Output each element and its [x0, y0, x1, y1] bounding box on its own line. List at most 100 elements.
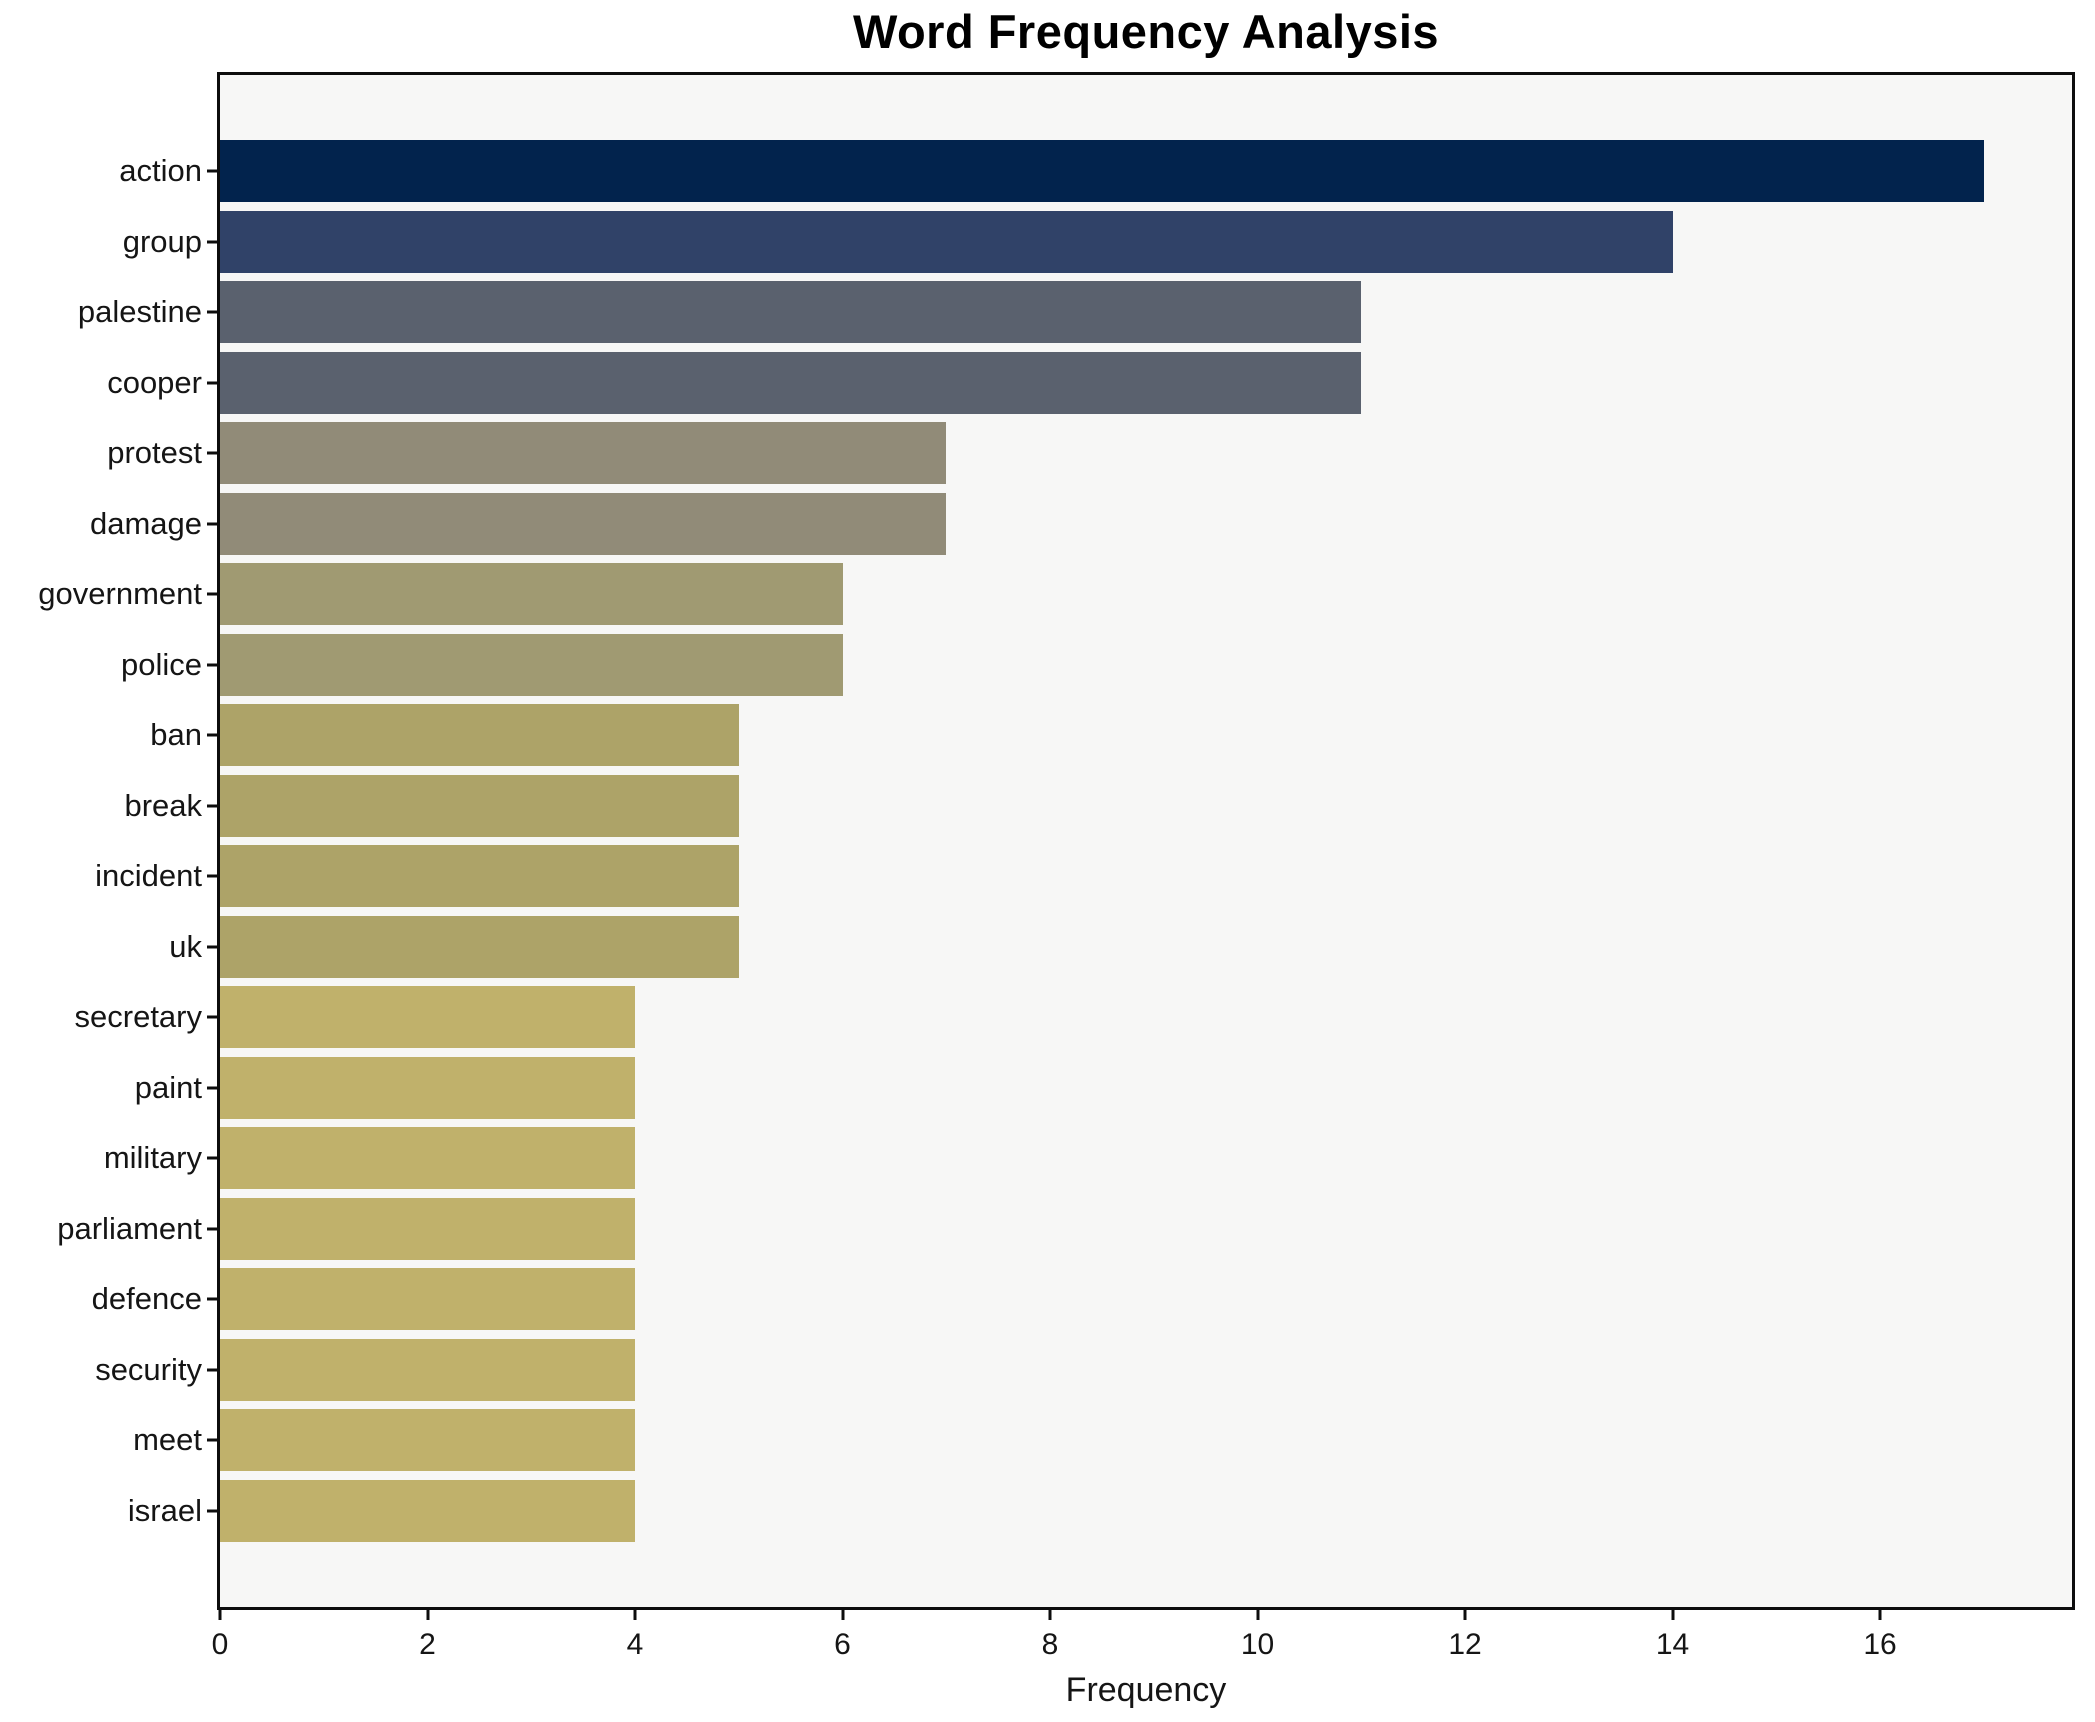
y-tick-label: government — [38, 576, 202, 612]
bar — [220, 986, 635, 1049]
x-tick-mark — [1048, 1610, 1052, 1620]
bar-row: military — [104, 1127, 2072, 1190]
y-tick-mark — [207, 1297, 217, 1301]
y-tick-mark — [207, 1015, 217, 1019]
bar-row: security — [95, 1338, 2072, 1401]
y-tick-label: paint — [134, 1069, 202, 1105]
bar-row: paint — [135, 1056, 2072, 1119]
bar-row: defence — [92, 1268, 2072, 1331]
chart-title: Word Frequency Analysis — [852, 5, 1440, 58]
x-tick-label: 10 — [1240, 1628, 1275, 1661]
y-tick-mark — [207, 1156, 217, 1160]
bar-row: cooper — [107, 351, 2072, 414]
bar-row: break — [124, 774, 2072, 837]
bar-row: police — [121, 633, 2072, 696]
x-axis: 0 2 4 6 8 10 12 14 16 — [212, 1610, 2072, 1722]
y-tick-label: incident — [95, 858, 202, 894]
y-tick-label: damage — [89, 505, 202, 541]
x-tick-mark — [218, 1610, 222, 1620]
y-tick-mark — [207, 169, 217, 173]
x-tick-label: 14 — [1655, 1628, 1690, 1661]
y-tick-label: secretary — [74, 999, 202, 1035]
bar — [220, 210, 1673, 273]
y-tick-mark — [207, 804, 217, 808]
bar-row: palestine — [78, 281, 2072, 344]
bar — [220, 704, 739, 767]
bar — [220, 492, 947, 555]
y-tick-mark — [207, 310, 217, 314]
y-tick-label: defence — [91, 1281, 202, 1317]
x-tick-mark — [633, 1610, 637, 1620]
bar — [220, 1197, 635, 1260]
y-tick-label: military — [103, 1140, 202, 1176]
bar-row: secretary — [75, 986, 2072, 1049]
y-tick-mark — [207, 945, 217, 949]
y-tick-mark — [207, 381, 217, 385]
y-tick-label: meet — [133, 1422, 202, 1458]
bar — [220, 422, 947, 485]
bar-row: action — [119, 140, 2072, 202]
bar — [220, 1409, 635, 1472]
x-tick-mark — [841, 1610, 845, 1620]
bar-row: government — [38, 563, 2072, 626]
x-tick-label: 6 — [834, 1628, 851, 1661]
bar-row: protest — [107, 422, 2072, 485]
bar — [220, 1479, 635, 1542]
bar — [220, 1127, 635, 1190]
x-tick-mark — [1878, 1610, 1882, 1620]
bar-row: group — [123, 210, 2072, 273]
y-tick-label: ban — [150, 717, 202, 753]
x-tick-label: 4 — [626, 1628, 644, 1661]
bar-row: ban — [150, 704, 2072, 767]
x-axis-label: Frequency — [1065, 1671, 1227, 1709]
x-tick-mark — [426, 1610, 429, 1620]
bar — [220, 1338, 635, 1401]
y-tick-label: action — [119, 153, 202, 188]
bar-row: uk — [169, 915, 2072, 978]
bar — [220, 1268, 635, 1331]
y-tick-mark — [207, 592, 217, 596]
y-tick-mark — [207, 874, 217, 878]
plot-area: action group palestine cooper protest damage g… — [38, 72, 2075, 1709]
x-tick-label: 16 — [1863, 1628, 1897, 1661]
x-tick-label: 0 — [211, 1628, 229, 1661]
y-tick-label: security — [95, 1351, 202, 1387]
x-tick-label: 8 — [1041, 1628, 1059, 1661]
bar-row: israel — [128, 1479, 2072, 1542]
y-tick-label: cooper — [107, 364, 202, 400]
y-tick-label: israel — [127, 1492, 202, 1528]
y-tick-mark — [207, 1368, 217, 1372]
y-tick-label: parliament — [57, 1210, 202, 1246]
bar-row: incident — [95, 845, 2072, 908]
bar — [220, 845, 739, 908]
x-tick-mark — [1463, 1610, 1467, 1620]
bar — [220, 140, 1984, 202]
y-tick-mark — [207, 1227, 217, 1231]
y-tick-label: group — [122, 223, 202, 259]
y-tick-mark — [207, 1438, 217, 1442]
y-tick-mark — [207, 663, 217, 667]
bar-row: parliament — [57, 1197, 2072, 1260]
y-tick-label: uk — [169, 928, 202, 964]
x-tick-mark — [1671, 1610, 1675, 1620]
bar — [220, 774, 739, 837]
y-tick-label: protest — [107, 435, 202, 471]
bar — [220, 563, 843, 626]
bar — [220, 281, 1362, 344]
y-tick-mark — [207, 451, 217, 455]
x-tick-label: 12 — [1448, 1628, 1482, 1661]
y-tick-mark — [207, 1509, 217, 1513]
bar — [220, 633, 843, 696]
y-tick-label: palestine — [77, 294, 202, 330]
x-tick-label: 2 — [419, 1628, 436, 1661]
bar-series: action group palestine cooper protest damage g… — [38, 140, 2072, 1542]
bar — [220, 1056, 635, 1119]
bar — [220, 351, 1362, 414]
y-tick-mark — [207, 1086, 217, 1090]
y-tick-mark — [207, 240, 217, 244]
y-tick-label: police — [121, 646, 202, 682]
bar — [220, 915, 739, 978]
bar-row: damage — [90, 492, 2072, 555]
y-tick-label: break — [124, 787, 202, 823]
